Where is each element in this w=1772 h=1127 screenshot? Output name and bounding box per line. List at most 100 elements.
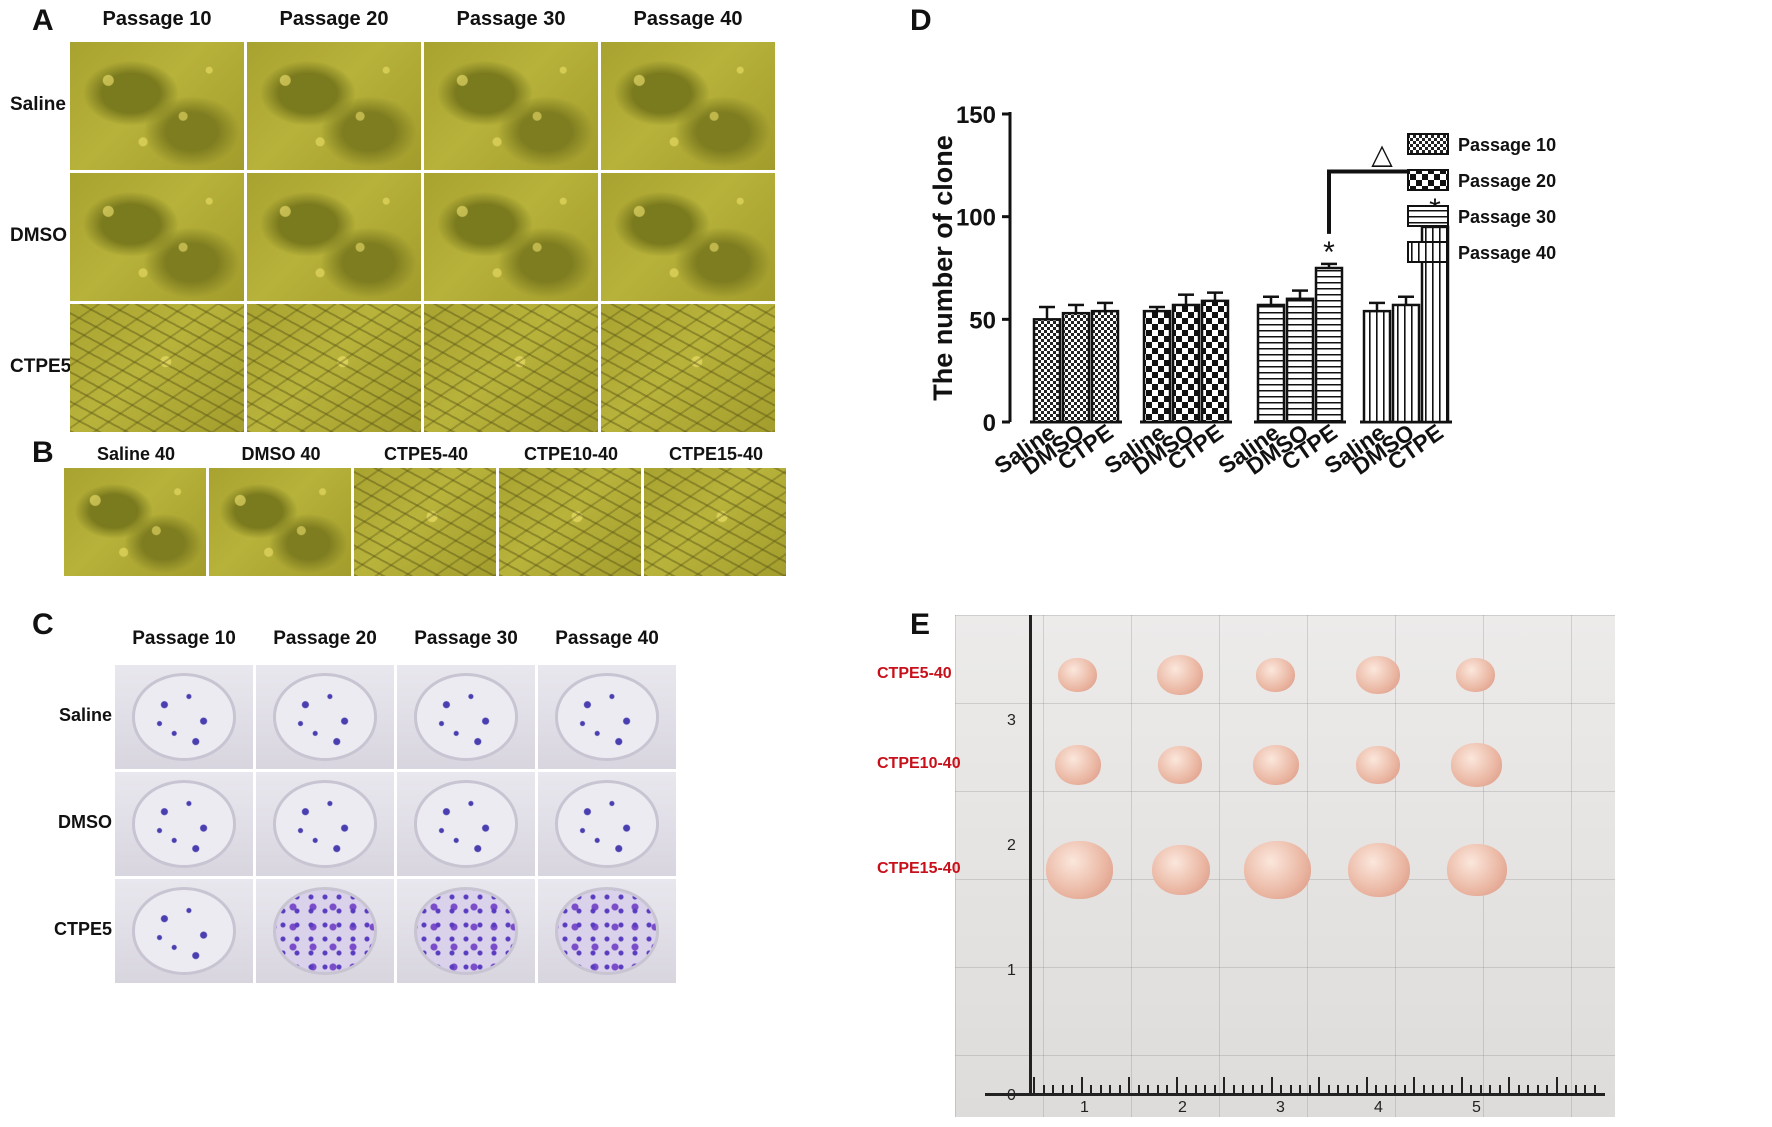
panel-c-column-header: Passage 10 (132, 628, 236, 649)
panel-a-column-header: Passage 30 (456, 8, 566, 30)
tumor-specimen (1456, 658, 1496, 692)
ruler-y-number: 0 (1007, 1087, 1016, 1104)
ruler-tick (1356, 1085, 1358, 1093)
colony-plate-image (397, 879, 535, 983)
ruler-tick (1318, 1077, 1320, 1093)
bar (1200, 299, 1230, 424)
ruler-y-number: 2 (1007, 837, 1016, 854)
micrograph-image (70, 42, 244, 170)
culture-well (413, 673, 519, 761)
panel-a-row-header: DMSO (10, 225, 67, 246)
panel-b-letter: B (32, 436, 54, 469)
ruler-tick (1109, 1085, 1111, 1093)
culture-well (131, 887, 237, 975)
bar (1391, 303, 1421, 424)
ruler-x-number: 1 (1080, 1099, 1089, 1116)
ruler-tick (1574, 1085, 1577, 1093)
panel-b-column-header: Saline 40 (96, 444, 176, 464)
micrograph-image (70, 173, 244, 301)
culture-well (554, 673, 660, 761)
y-axis-label: The number of clone (928, 135, 958, 401)
panel-b-column-header: CTPE10-40 (523, 444, 619, 464)
panel-a-column-header: Passage 10 (102, 8, 212, 30)
ruler-tick (1546, 1085, 1548, 1093)
tumor-specimen (1046, 841, 1113, 899)
panel-a-row-header: Saline (10, 94, 66, 115)
ruler-tick (1432, 1085, 1434, 1093)
significance-marker: * (1323, 236, 1335, 269)
bar (1256, 303, 1286, 424)
ruler-vertical (1029, 615, 1032, 1095)
ruler-tick (1413, 1077, 1415, 1093)
tumor-specimen (1451, 743, 1502, 787)
legend-swatch (1407, 241, 1449, 263)
tumor-specimen (1152, 845, 1210, 895)
ruler-tick (1565, 1085, 1567, 1093)
tumor-row-label: CTPE5-40 (877, 665, 952, 682)
tumor-specimen (1253, 745, 1299, 785)
ruler-tick (1280, 1085, 1282, 1093)
panel-c-row-header: CTPE5 (53, 919, 112, 939)
micrograph-image (424, 173, 598, 301)
ruler-tick (1517, 1085, 1520, 1093)
culture-well (272, 780, 378, 868)
micrograph-image (354, 468, 496, 576)
ruler-tick (1175, 1077, 1178, 1093)
bar (1171, 303, 1201, 424)
panel-c-row-header: Saline (58, 705, 112, 725)
ruler-tick (1327, 1085, 1330, 1093)
ruler-tick (1451, 1085, 1453, 1093)
ruler-tick (1242, 1085, 1244, 1093)
micrograph-image (209, 468, 351, 576)
micrograph-image (247, 173, 421, 301)
colony-plate-image (115, 879, 253, 983)
ruler-x-number: 4 (1374, 1099, 1383, 1116)
culture-well (272, 673, 378, 761)
ruler-tick (1099, 1085, 1102, 1093)
panel-c-letter: C (32, 608, 54, 641)
ruler-tick (1498, 1085, 1501, 1093)
colony-plate-image (538, 772, 676, 876)
ruler-tick (1061, 1085, 1064, 1093)
legend-label: Passage 40 (1458, 243, 1556, 263)
tumor-specimen (1157, 655, 1203, 695)
ruler-x-number: 5 (1472, 1099, 1481, 1116)
bar (1285, 297, 1315, 424)
ruler-tick (1185, 1085, 1187, 1093)
ruler-tick (1156, 1085, 1159, 1093)
y-tick-label: 100 (956, 205, 996, 232)
ruler-tick (1394, 1085, 1396, 1093)
ruler-tick (1166, 1085, 1168, 1093)
ruler-tick (1080, 1077, 1083, 1093)
panel-e-letter: E (910, 608, 931, 641)
ruler-tick (1375, 1085, 1377, 1093)
panel-a-column-header: Passage 40 (633, 8, 743, 30)
tumor-photo: 1 2 3 4 5 0 1 2 3 CTPE5-40 CTPE10-40 CTPE15-40 (877, 615, 1615, 1117)
tumor-specimen (1348, 843, 1411, 897)
tumor-specimen (1244, 841, 1311, 899)
y-tick-label: 150 (956, 102, 996, 129)
colony-plate-image (538, 879, 676, 983)
ruler-tick (1489, 1085, 1491, 1093)
culture-well (413, 780, 519, 868)
tumor-specimen (1256, 658, 1296, 692)
micrograph-image (601, 42, 775, 170)
culture-well (131, 673, 237, 761)
panel-c-column-header: Passage 20 (273, 628, 377, 649)
ruler-x-number: 3 (1276, 1099, 1285, 1116)
ruler-tick (1346, 1085, 1349, 1093)
bar (1142, 309, 1172, 424)
tumor-specimen (1356, 746, 1400, 784)
ruler-tick (1593, 1085, 1596, 1093)
ruler-tick (1470, 1085, 1472, 1093)
legend-swatch (1407, 133, 1449, 155)
micrograph-image (247, 42, 421, 170)
legend-swatch (1407, 169, 1449, 191)
ruler-tick (1194, 1085, 1197, 1093)
panel-b-column-header: DMSO 40 (241, 444, 321, 464)
ruler-tick (1223, 1077, 1225, 1093)
culture-well (554, 780, 660, 868)
colony-plate-image (397, 665, 535, 769)
ruler-tick (1261, 1085, 1263, 1093)
ruler-tick (1204, 1085, 1206, 1093)
